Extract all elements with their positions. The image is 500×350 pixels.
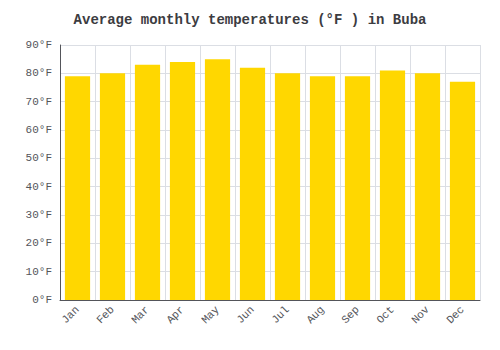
svg-text:Jan: Jan bbox=[59, 304, 81, 326]
svg-text:Apr: Apr bbox=[164, 304, 186, 326]
svg-text:70°F: 70°F bbox=[26, 96, 52, 108]
svg-text:Jul: Jul bbox=[269, 304, 291, 326]
svg-text:Dec: Dec bbox=[444, 304, 466, 326]
svg-text:80°F: 80°F bbox=[26, 67, 52, 79]
svg-text:60°F: 60°F bbox=[26, 124, 52, 136]
svg-text:10°F: 10°F bbox=[26, 266, 52, 278]
svg-text:Sep: Sep bbox=[339, 304, 361, 326]
svg-text:90°F: 90°F bbox=[26, 39, 52, 51]
svg-text:30°F: 30°F bbox=[26, 209, 52, 221]
svg-text:Mar: Mar bbox=[129, 304, 151, 326]
svg-text:20°F: 20°F bbox=[26, 237, 52, 249]
svg-text:0°F: 0°F bbox=[32, 294, 52, 306]
svg-text:Aug: Aug bbox=[304, 304, 326, 326]
svg-text:40°F: 40°F bbox=[26, 181, 52, 193]
svg-text:Nov: Nov bbox=[409, 303, 432, 326]
svg-text:Oct: Oct bbox=[374, 304, 396, 326]
svg-text:Feb: Feb bbox=[94, 304, 116, 326]
svg-text:Average monthly temperatures (: Average monthly temperatures (°F ) in Bu… bbox=[74, 12, 427, 28]
svg-text:50°F: 50°F bbox=[26, 152, 52, 164]
svg-text:May: May bbox=[199, 303, 222, 326]
svg-text:Jun: Jun bbox=[234, 304, 256, 326]
